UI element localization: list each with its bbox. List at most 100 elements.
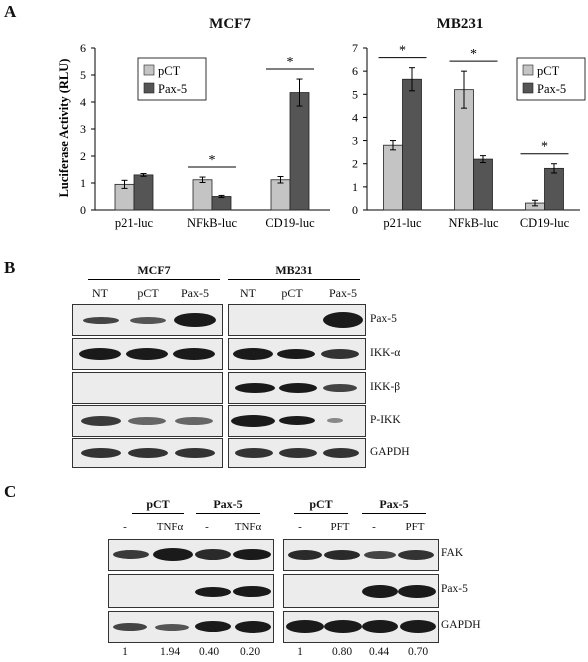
lane-label-pct: pCT [137,286,159,300]
significance-star-mcf7: * [287,55,294,70]
y-tick-label-mcf7: 6 [80,41,86,55]
group-underline [294,513,348,514]
x-tick-label-mcf7: CD19-luc [265,216,315,230]
ratio-value: 0.20 [239,646,261,658]
significance-star-mb231: * [399,44,406,59]
lane-label: PFT [405,521,425,533]
group-underline [88,279,220,280]
legend-swatch-mcf7 [143,82,155,94]
panel-label-a: A [4,2,17,21]
y-tick-label-mb231: 0 [352,203,358,217]
legend-swatch-mb231 [522,82,534,94]
blot-pax5-mcf7 [72,304,223,336]
x-tick-label-mb231: NFkB-luc [449,216,499,230]
lane-label-pax5: Pax-5 [329,286,357,300]
group-underline [228,279,360,280]
y-tick-label-mcf7: 0 [80,203,86,217]
group-label-pax5: Pax-5 [379,497,409,511]
significance-star-mb231: * [470,47,477,62]
ratio-value: 0.44 [368,646,390,658]
bar-mcf7-pax5 [211,196,232,211]
significance-star-mcf7: * [209,153,216,168]
y-tick-label-mcf7: 1 [80,176,86,190]
group-label-pct: pCT [309,497,333,511]
significance-star-mb231: * [541,140,548,155]
lane-label: - [372,521,376,533]
bar-mb231-pax5 [544,167,564,211]
blot-ikk-alpha-mb231 [228,338,366,370]
lane-label-pax5: Pax-5 [181,286,209,300]
bar-mb231-pax5 [473,158,493,211]
protein-label: IKK-β [370,381,401,393]
x-tick-label-mcf7: NFkB-luc [187,216,237,230]
blot-fak-right [283,539,439,571]
y-tick-label-mcf7: 3 [80,122,86,136]
legend-swatch-mb231 [522,64,534,76]
blot-ikk-alpha-mcf7 [72,338,223,370]
legend-label-mcf7: Pax-5 [158,82,187,96]
y-tick-label-mb231: 5 [352,87,358,101]
ratio-value: 1 [297,646,303,658]
group-underline [362,513,426,514]
x-tick-label-mb231: CD19-luc [520,216,570,230]
protein-label: IKK-α [370,347,401,359]
protein-label: Pax-5 [441,583,468,595]
blot-ikk-beta-mb231 [228,372,366,404]
blot-gapdh-right [283,611,439,643]
blot-p-ikk-mcf7 [72,405,223,437]
y-tick-label-mcf7: 2 [80,149,86,163]
protein-label: GAPDH [441,619,481,631]
ratio-value: 0.40 [198,646,220,658]
group-underline [196,513,260,514]
chart-title-mb231: MB231 [436,16,484,32]
legend-mb231: pCT Pax-5 [516,57,586,101]
x-tick-label-mcf7: p21-luc [115,216,154,230]
legend-label-mcf7: pCT [158,64,181,78]
blot-p-ikk-mb231 [228,405,366,437]
lane-label-nt: NT [240,286,256,300]
legend-label-mb231: pCT [537,64,560,78]
lane-label: - [205,521,209,533]
y-tick-label-mb231: 4 [352,110,358,124]
bar-mcf7-pct [192,179,213,211]
blot-gapdh-mcf7 [72,438,223,468]
blot-fak-left [108,539,274,571]
blot-pax5-left [108,574,274,608]
lane-label-pct: pCT [281,286,303,300]
panel-label-b: B [4,258,16,277]
ratio-value: 1.94 [159,646,181,658]
bar-mb231-pct [383,144,403,211]
y-tick-label-mb231: 3 [352,134,358,148]
y-tick-label-mb231: 7 [352,41,358,55]
blot-gapdh-mb231 [228,438,366,468]
y-tick-label-mcf7: 5 [80,68,86,82]
group-label-pct: pCT [146,497,170,511]
lane-label: - [298,521,302,533]
ratio-value: 0.80 [331,646,353,658]
group-label-mcf7: MCF7 [137,263,171,277]
ratio-value: 0.70 [407,646,429,658]
bar-mcf7-pax5 [133,174,154,211]
group-label-mb231: MB231 [275,263,313,277]
legend-mcf7: pCT Pax-5 [137,57,207,101]
bar-mb231-pax5 [402,78,422,211]
panel-label-c: C [4,482,17,501]
protein-label: GAPDH [370,446,410,458]
y-tick-label-mcf7: 4 [80,95,86,109]
protein-label: Pax-5 [370,313,397,325]
group-underline [132,513,184,514]
bar-mcf7-pax5 [289,92,310,211]
lane-label: TNFα [156,521,184,533]
legend-label-mb231: Pax-5 [537,82,566,96]
lane-label: - [123,521,127,533]
blot-ikk-beta-mcf7 [72,372,223,404]
chart-title-mcf7: MCF7 [209,16,251,32]
legend-swatch-mcf7 [143,64,155,76]
lane-label: TNFα [234,521,262,533]
blot-pax5-right [283,574,439,608]
group-label-pax5: Pax-5 [213,497,243,511]
y-axis-label: Luciferase Activity (RLU) [57,59,71,198]
y-tick-label-mb231: 2 [352,157,358,171]
x-tick-label-mb231: p21-luc [383,216,422,230]
y-tick-label-mb231: 6 [352,64,358,78]
